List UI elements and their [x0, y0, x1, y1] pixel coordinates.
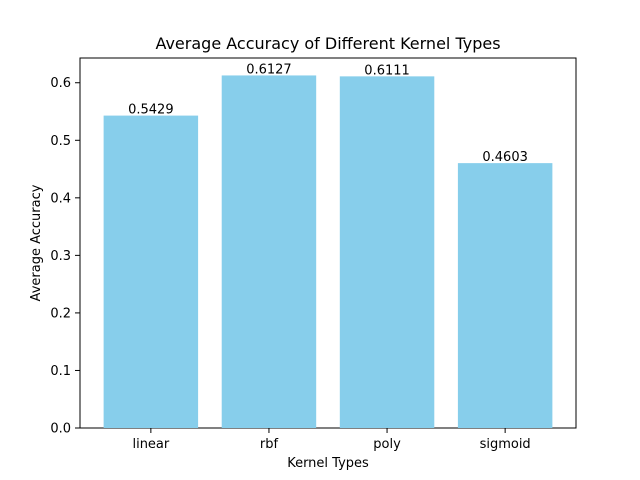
bar-poly	[339, 76, 435, 429]
bar-sigmoid	[457, 163, 553, 428]
x-tick-label-linear: linear	[132, 437, 169, 452]
x-tick-label-sigmoid: sigmoid	[480, 437, 531, 452]
y-tick-label: 0.1	[50, 364, 71, 379]
y-tick-label: 0.2	[50, 306, 71, 321]
y-tick-label: 0.3	[50, 249, 71, 264]
y-tick-label: 0.4	[50, 191, 71, 206]
data-labels-layer: 0.5429 0.6127 0.6111 0.4603	[128, 62, 528, 165]
y-axis: 0.0 0.1 0.2 0.3 0.4 0.5 0.6	[50, 76, 80, 437]
data-label-linear: 0.5429	[128, 103, 174, 118]
plot-area: 0.5429 0.6127 0.6111 0.4603	[79, 57, 577, 429]
y-tick-label: 0.0	[50, 422, 71, 437]
data-label-rbf: 0.6127	[246, 62, 292, 77]
x-tick-label-poly: poly	[373, 437, 401, 452]
x-axis-label: Kernel Types	[287, 456, 369, 471]
plot-frame	[79, 57, 577, 429]
x-axis: linear rbf poly sigmoid	[132, 428, 531, 452]
x-tick-label-rbf: rbf	[260, 437, 279, 452]
bar-rbf	[221, 75, 317, 428]
data-label-poly: 0.6111	[364, 63, 410, 78]
chart-title: Average Accuracy of Different Kernel Typ…	[155, 34, 500, 53]
bar-linear	[103, 115, 199, 428]
y-tick-label: 0.6	[50, 76, 71, 91]
data-label-sigmoid: 0.4603	[482, 150, 528, 165]
y-tick-label: 0.5	[50, 134, 71, 149]
bars-layer	[103, 75, 553, 429]
y-axis-label: Average Accuracy	[29, 184, 44, 301]
